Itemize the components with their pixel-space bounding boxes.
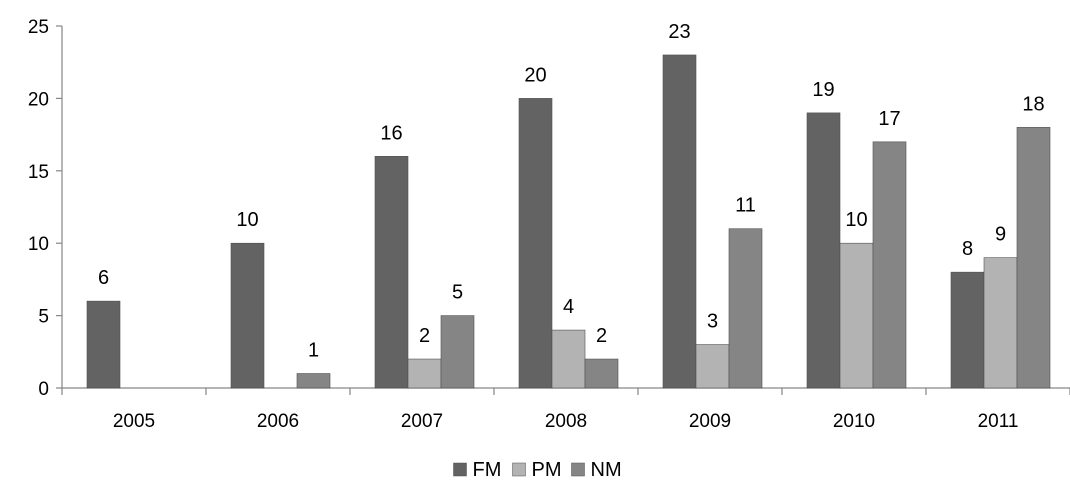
- bar-fm-2008: [518, 98, 553, 389]
- y-axis: 0 5 10 15 20 25: [28, 17, 63, 400]
- bar-fm-2007: [374, 156, 409, 389]
- data-label-pm-2007: 2: [419, 325, 430, 347]
- bar-nm-2010: [872, 141, 907, 389]
- bar-pm-2007: [407, 358, 442, 389]
- bar-pm-2010: [839, 242, 874, 389]
- data-label-nm-2011: 18: [1022, 93, 1044, 115]
- x-tick-label: 2005: [113, 411, 155, 432]
- data-label-pm-2011: 9: [995, 224, 1006, 246]
- data-label-pm-2009: 3: [707, 311, 718, 333]
- bar-fm-2010: [806, 112, 841, 389]
- data-label-nm-2008: 2: [596, 325, 607, 347]
- x-tick-label: 2011: [978, 411, 1019, 432]
- bar-pm-2009: [695, 344, 730, 389]
- y-tick-label: 0: [38, 379, 49, 400]
- bar-nm-2006: [296, 373, 331, 389]
- y-tick-label: 25: [28, 17, 49, 38]
- legend-label-nm: NM: [591, 459, 622, 481]
- y-tick-label: 5: [38, 307, 49, 328]
- data-label-fm-2008: 20: [524, 64, 546, 86]
- y-tick-label: 15: [28, 162, 49, 183]
- data-label-fm-2010: 19: [812, 79, 834, 101]
- legend-swatch-pm: [512, 462, 526, 477]
- x-tick-label: 2007: [401, 411, 443, 432]
- bar-fm-2005: [86, 300, 121, 389]
- legend-label-pm: PM: [532, 459, 562, 481]
- bar-fm-2006: [230, 242, 265, 389]
- legend-swatch-nm: [571, 462, 585, 477]
- bar-pm-2011: [983, 257, 1018, 389]
- bar-pm-2008: [551, 329, 586, 389]
- data-label-nm-2009: 11: [735, 195, 756, 217]
- bar-nm-2009: [728, 228, 763, 389]
- x-tick-label: 2008: [545, 411, 587, 432]
- data-label-nm-2010: 17: [878, 108, 900, 130]
- data-label-fm-2011: 8: [962, 238, 973, 260]
- data-label-fm-2007: 16: [380, 122, 402, 144]
- data-label-fm-2005: 6: [98, 267, 109, 289]
- legend: FM PM NM: [453, 459, 622, 481]
- data-label-nm-2007: 5: [452, 282, 463, 304]
- data-label-nm-2006: 1: [308, 340, 319, 362]
- bar-fm-2009: [662, 54, 697, 389]
- data-label-fm-2009: 23: [668, 21, 690, 43]
- y-tick-label: 10: [28, 234, 49, 255]
- bars: [86, 54, 1051, 389]
- legend-swatch-fm: [453, 462, 467, 477]
- x-tick-label: 2010: [833, 411, 875, 432]
- bar-fm-2011: [950, 271, 985, 389]
- x-axis: 2005 2006 2007 2008 2009 2010 2011: [61, 387, 1070, 432]
- data-label-pm-2010: 10: [845, 209, 867, 231]
- x-tick-label: 2009: [689, 411, 731, 432]
- data-label-fm-2006: 10: [236, 209, 258, 231]
- y-tick-label: 20: [28, 89, 49, 110]
- bar-nm-2011: [1016, 127, 1051, 389]
- bar-nm-2007: [440, 315, 475, 389]
- data-label-pm-2008: 4: [563, 296, 574, 318]
- x-tick-label: 2006: [257, 411, 299, 432]
- bar-nm-2008: [584, 358, 619, 389]
- legend-label-fm: FM: [473, 459, 502, 481]
